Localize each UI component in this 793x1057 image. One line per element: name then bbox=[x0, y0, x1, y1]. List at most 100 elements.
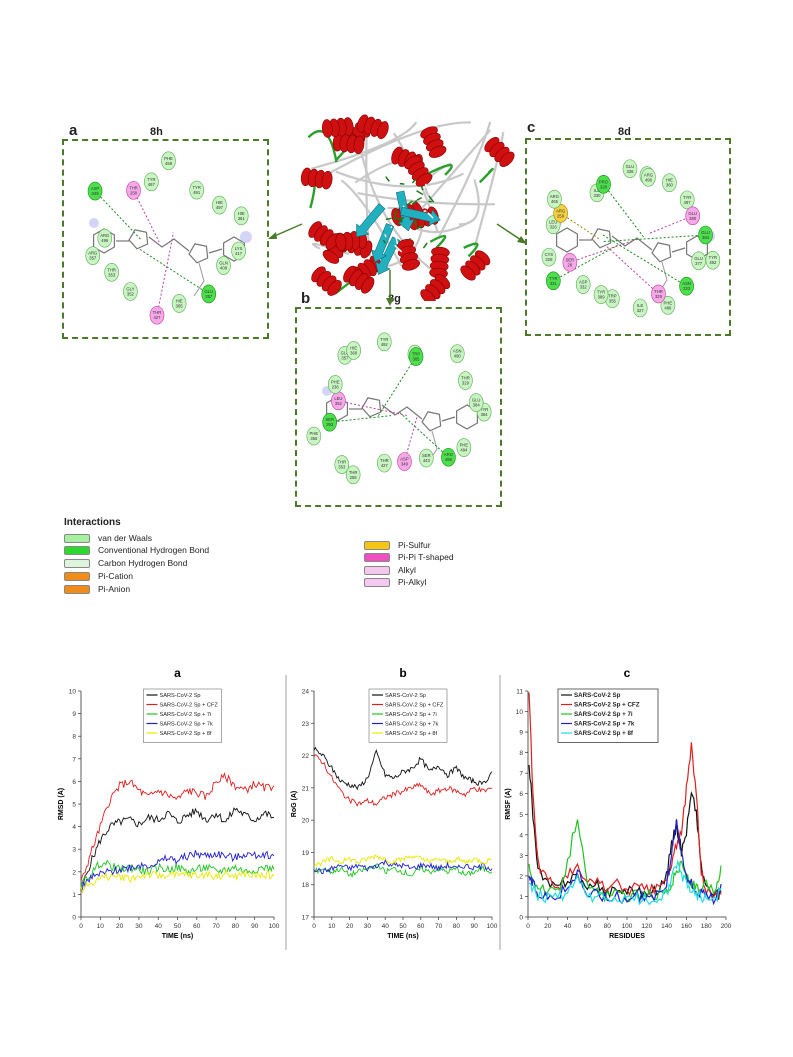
chart-legend: SARS-CoV-2 Sp SARS-CoV-2 Sp + CFZ SARS-CoV… bbox=[557, 688, 659, 743]
residue-number: 331 bbox=[550, 281, 558, 286]
legend-swatch bbox=[364, 577, 390, 587]
residue-name: GLY bbox=[126, 286, 134, 291]
legend-series-name: SARS-CoV-2 Sp bbox=[160, 693, 201, 699]
panel-c-label: c bbox=[527, 119, 536, 136]
legend-series-name: SARS-CoV-2 Sp + CFZ bbox=[385, 703, 444, 709]
x-tick-label: 0 bbox=[79, 923, 83, 930]
residue-name: HIE bbox=[350, 345, 357, 350]
x-axis-label: RESIDUES bbox=[609, 933, 645, 940]
residue-number: 492 bbox=[709, 260, 717, 265]
residue-name: HIE bbox=[238, 211, 245, 216]
y-tick-label: 22 bbox=[302, 753, 310, 760]
residue-number: 349 bbox=[401, 462, 409, 467]
connector-arrows bbox=[268, 223, 527, 306]
residue-number: 357 bbox=[341, 355, 349, 360]
panel-b-label: b bbox=[301, 290, 311, 307]
legend-series-name: SARS-CoV-2 Sp + 8f bbox=[385, 731, 438, 737]
x-tick-label: 30 bbox=[364, 923, 372, 930]
series-line-1 bbox=[80, 807, 275, 891]
residue-name: ASP bbox=[579, 280, 588, 285]
panel-a-title: 8h bbox=[150, 126, 163, 138]
residue-name: CYS bbox=[545, 252, 554, 257]
residue-number: 443 bbox=[423, 458, 431, 463]
residue-number: 236 bbox=[332, 384, 340, 389]
x-axis-label: TIME (ns) bbox=[387, 933, 419, 940]
residue-number: 357 bbox=[89, 256, 97, 261]
residue-name: GLU bbox=[688, 211, 697, 216]
y-tick-label: 9 bbox=[519, 730, 523, 737]
residue-name: GLU bbox=[701, 230, 710, 235]
residue-number: 497 bbox=[216, 205, 224, 210]
y-tick-label: 5 bbox=[72, 802, 76, 809]
residue-name: GLU bbox=[694, 256, 703, 261]
residue-name: SER bbox=[566, 257, 575, 262]
x-tick-label: 40 bbox=[155, 923, 163, 930]
panel-b-box: TYR 384 PHE 494 ARG 496 SER 443 ASP 349 THR 427 THR 2… bbox=[295, 307, 502, 507]
y-tick-label: 0 bbox=[519, 915, 523, 922]
residue-name: HIE bbox=[666, 178, 673, 183]
legend-swatch bbox=[364, 565, 390, 575]
md-chart-b: b 17 18 19 20 21 22 23 24 0 10 20 30 40 50 60 70 80 90 100 T… bbox=[291, 666, 498, 940]
legend-item-alkyl: Alkyl bbox=[364, 565, 416, 575]
residue-name: ASP bbox=[400, 457, 409, 462]
series-line-5 bbox=[80, 868, 275, 894]
residue-number: 417 bbox=[235, 251, 243, 256]
residue-name: SER bbox=[422, 453, 431, 458]
x-tick-label: 40 bbox=[382, 923, 390, 930]
y-tick-label: 10 bbox=[516, 709, 524, 716]
y-tick-label: 3 bbox=[72, 847, 76, 854]
chart-legend: SARS-CoV-2 Sp SARS-CoV-2 Sp + CFZ SARS-CoV… bbox=[143, 688, 222, 743]
residue-name: PRO bbox=[599, 179, 609, 184]
x-tick-label: 20 bbox=[116, 923, 124, 930]
residue-number: 497 bbox=[684, 200, 692, 205]
residue-name: ARG bbox=[100, 233, 109, 238]
residue-name: TRP bbox=[608, 294, 617, 299]
chart-panel-label: b bbox=[399, 666, 406, 680]
y-tick-label: 3 bbox=[519, 853, 523, 860]
residue-number: 380 bbox=[689, 216, 697, 221]
residue-name: TYR bbox=[549, 276, 557, 281]
y-axis-label: RMSF (A) bbox=[505, 788, 512, 820]
residue-name: ASP bbox=[91, 186, 100, 191]
y-tick-label: 1 bbox=[519, 894, 523, 901]
residue-number: 258 bbox=[130, 190, 138, 195]
x-tick-label: 0 bbox=[312, 923, 316, 930]
x-tick-label: 180 bbox=[701, 923, 712, 930]
residue-number: 490 bbox=[454, 354, 462, 359]
series-line-5 bbox=[528, 859, 722, 906]
legend-label: Conventional Hydrogen Bond bbox=[98, 545, 210, 555]
panel-b-diagram: TYR384PHE494ARG496SER443ASP349THR427THR2… bbox=[306, 332, 492, 485]
residue-number: 492 bbox=[381, 342, 389, 347]
y-tick-label: 4 bbox=[72, 824, 76, 831]
residue-name: TYR bbox=[709, 255, 717, 260]
residue-name: HIE bbox=[216, 200, 223, 205]
residue-number: 361 bbox=[238, 216, 246, 221]
residue-number: 427 bbox=[153, 315, 161, 320]
legend-swatch bbox=[64, 571, 90, 581]
y-tick-label: 7 bbox=[72, 756, 76, 763]
residue-name: TYR bbox=[193, 185, 201, 190]
x-tick-label: 80 bbox=[232, 923, 240, 930]
series-line-2 bbox=[313, 754, 493, 807]
residue-name: THR bbox=[153, 310, 162, 315]
y-tick-label: 20 bbox=[302, 818, 310, 825]
residue-name: SER bbox=[325, 417, 334, 422]
legend-series-name: SARS-CoV-2 Sp + 8f bbox=[574, 730, 634, 737]
